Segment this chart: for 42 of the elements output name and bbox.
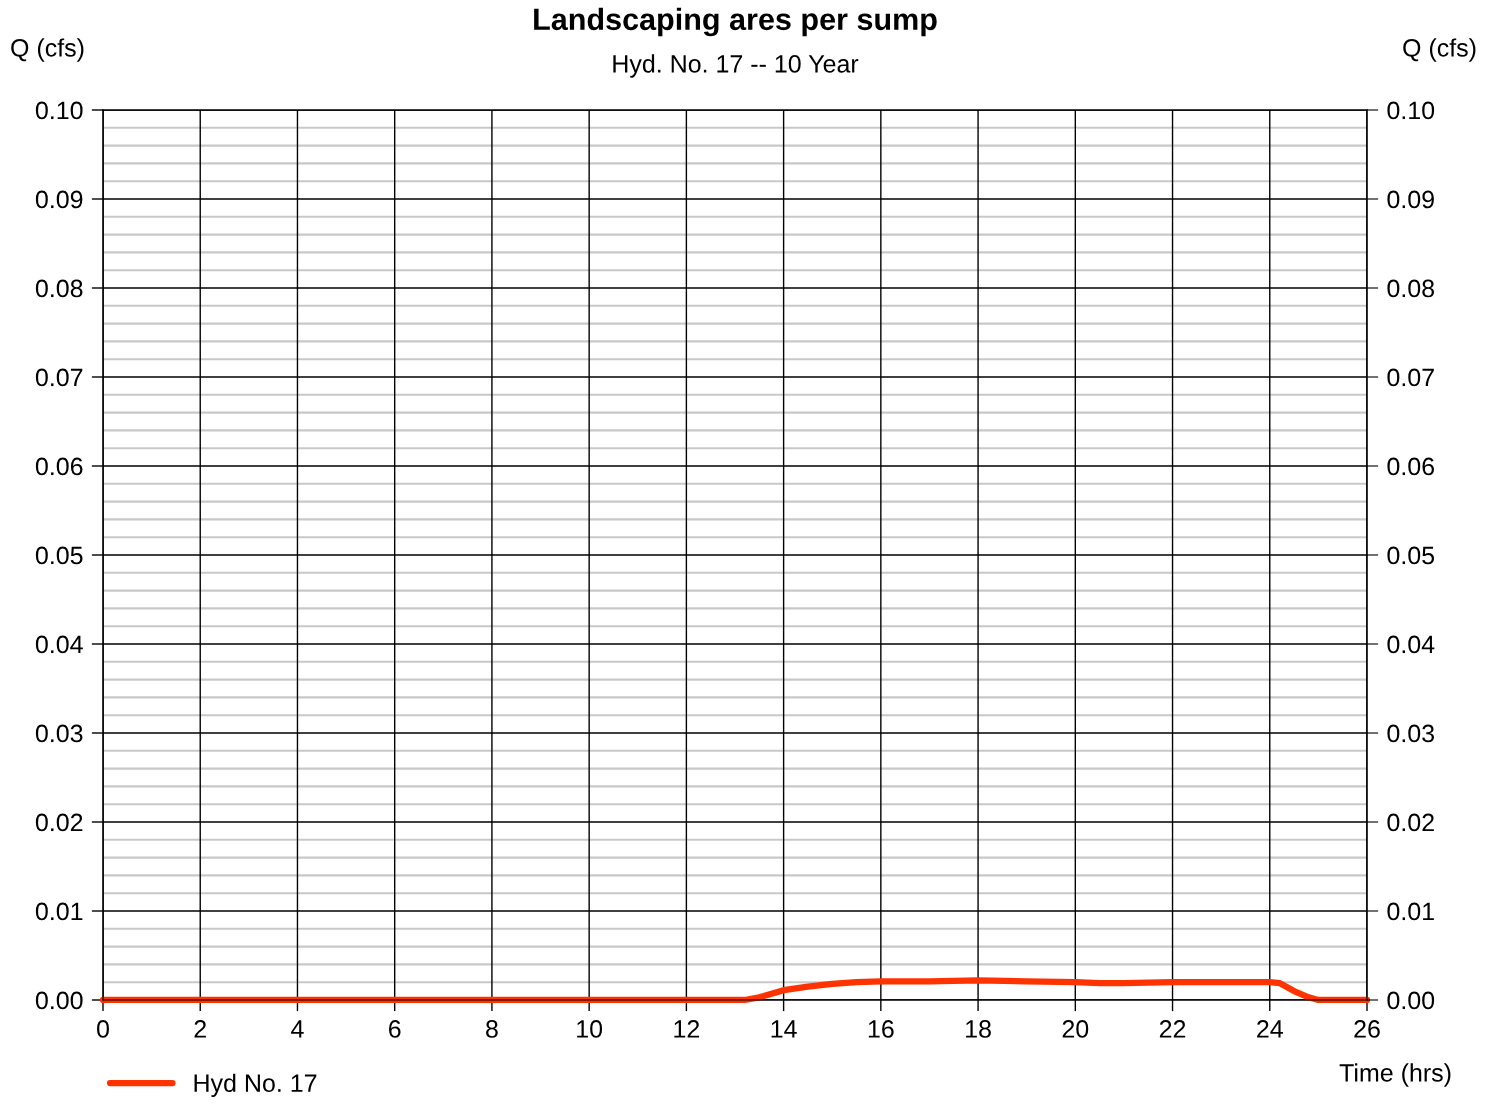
- y2-tick-label: 0.00: [1387, 991, 1435, 1010]
- x-tick-label: 12: [674, 1020, 700, 1038]
- x-tick-label: 8: [486, 1020, 498, 1038]
- y-tick-label: 0.08: [35, 279, 83, 298]
- x-axis-title: Time (hrs): [1339, 1063, 1451, 1087]
- x-tick-label: 24: [1257, 1020, 1283, 1038]
- y-tick-label: 0.06: [35, 457, 83, 476]
- y-tick-label: 0.05: [35, 546, 83, 565]
- y-axis-title: Q (cfs): [11, 38, 84, 62]
- x-tick-label: 4: [291, 1020, 304, 1038]
- legend-label: Hyd No. 17: [194, 1073, 317, 1097]
- y2-axis-title: Q (cfs): [1403, 38, 1476, 62]
- y2-tick-label: 0.06: [1387, 457, 1434, 476]
- chart-title: Landscaping ares per sump: [534, 7, 937, 37]
- x-tick-label: 6: [389, 1020, 401, 1038]
- x-tick-label: 2: [194, 1020, 206, 1038]
- chart-subtitle: Hyd. No. 17 -- 10 Year: [613, 54, 859, 78]
- y-tick-label: 0.00: [35, 991, 83, 1010]
- y-tick-label: 0.09: [35, 190, 83, 209]
- x-tick-label: 16: [868, 1020, 894, 1038]
- y2-tick-label: 0.08: [1387, 279, 1435, 298]
- x-tick-label: 0: [97, 1020, 109, 1038]
- y-tick-label: 0.10: [35, 101, 83, 120]
- y2-tick-label: 0.10: [1387, 101, 1435, 120]
- x-tick-label: 26: [1354, 1020, 1380, 1038]
- y2-tick-label: 0.07: [1387, 368, 1434, 387]
- y2-tick-label: 0.09: [1387, 190, 1434, 209]
- y2-tick-label: 0.05: [1387, 546, 1435, 565]
- x-tick-label: 18: [966, 1020, 991, 1038]
- y-tick-label: 0.02: [35, 813, 83, 832]
- x-tick-label: 10: [577, 1020, 603, 1038]
- y2-tick-label: 0.04: [1387, 635, 1435, 654]
- y2-tick-label: 0.03: [1387, 724, 1434, 743]
- y2-tick-label: 0.01: [1387, 902, 1434, 921]
- x-tick-label: 22: [1159, 1020, 1186, 1038]
- y-tick-label: 0.01: [35, 902, 83, 921]
- y2-tick-label: 0.02: [1387, 813, 1434, 832]
- y-tick-label: 0.07: [35, 368, 83, 387]
- x-tick-label: 20: [1062, 1020, 1089, 1038]
- y-tick-label: 0.04: [35, 635, 83, 654]
- y-tick-label: 0.03: [35, 724, 83, 743]
- x-tick-label: 14: [771, 1020, 797, 1038]
